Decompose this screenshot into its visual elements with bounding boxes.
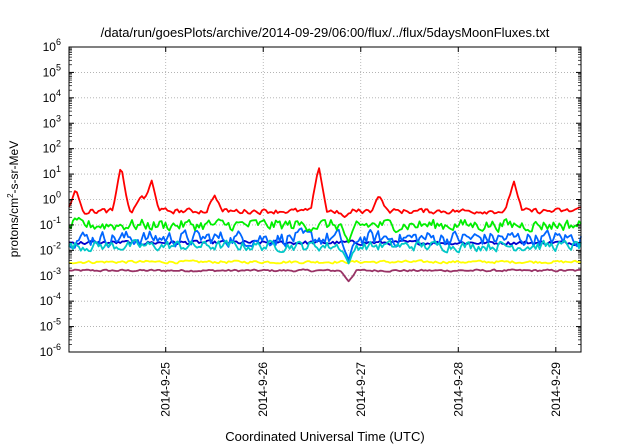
y-tick-exponent: -3 [53, 266, 61, 276]
y-tick-exponent: -1 [53, 215, 61, 225]
x-tick-label: 2014-9-28 [451, 362, 465, 417]
y-axis-label-main: protons/cm [7, 198, 21, 257]
series-line [68, 239, 582, 265]
x-tick-label: 2014-9-29 [549, 362, 563, 417]
y-tick-label: 102 [43, 139, 61, 156]
y-axis-label-unit: -s-sr-MeV [7, 141, 21, 194]
y-tick-base: 10 [43, 91, 57, 105]
y-tick-exponent: 0 [56, 190, 61, 200]
y-axis-label: protons/cm2-s-sr-MeV [6, 141, 21, 257]
y-tick-base: 10 [40, 320, 54, 334]
y-tick-exponent: 2 [56, 139, 61, 149]
y-tick-base: 10 [43, 167, 57, 181]
y-tick-label: 10-3 [40, 266, 61, 283]
y-tick-base: 10 [43, 65, 57, 79]
y-tick-label: 103 [43, 113, 61, 130]
y-tick-label: 100 [43, 190, 61, 207]
x-tick-label: 2014-9-25 [159, 362, 173, 417]
ticks: 10-610-510-410-310-210-11001011021031041… [40, 37, 581, 417]
y-tick-base: 10 [40, 269, 54, 283]
y-tick-exponent: -4 [53, 291, 61, 301]
y-tick-label: 10-6 [40, 342, 61, 359]
y-tick-base: 10 [40, 345, 54, 359]
x-tick-label: 2014-9-27 [354, 362, 368, 417]
y-tick-exponent: 3 [56, 113, 61, 123]
y-tick-label: 10-2 [40, 240, 61, 257]
x-tick-label: 2014-9-26 [256, 362, 270, 417]
y-tick-exponent: 1 [56, 164, 61, 174]
series-line [68, 227, 582, 262]
x-axis-label: Coordinated Universal Time (UTC) [225, 429, 424, 444]
y-axis-label-superscript: 2 [6, 193, 15, 198]
y-tick-exponent: -6 [53, 342, 61, 352]
y-tick-base: 10 [40, 243, 54, 257]
y-tick-label: 10-5 [40, 317, 61, 334]
series-line [68, 239, 582, 246]
y-tick-exponent: 5 [56, 62, 61, 72]
y-tick-exponent: 4 [56, 88, 61, 98]
y-tick-base: 10 [40, 294, 54, 308]
y-tick-base: 10 [43, 40, 57, 54]
series-line [68, 268, 581, 283]
y-tick-base: 10 [43, 142, 57, 156]
y-tick-base: 10 [43, 116, 57, 130]
y-tick-exponent: 6 [56, 37, 61, 47]
y-tick-exponent: -5 [53, 317, 61, 327]
y-tick-label: 101 [43, 164, 61, 181]
y-tick-base: 10 [43, 193, 57, 207]
y-tick-label: 10-4 [40, 291, 61, 308]
y-tick-label: 104 [43, 88, 61, 105]
y-tick-label: 10-1 [40, 215, 61, 232]
y-tick-label: 105 [43, 62, 61, 79]
y-tick-exponent: -2 [53, 240, 61, 250]
series-line [68, 167, 582, 218]
y-tick-base: 10 [40, 218, 54, 232]
chart-title: /data/run/goesPlots/archive/2014-09-29/0… [101, 25, 550, 40]
series-line [68, 259, 582, 265]
series-layer [68, 167, 582, 283]
series-line [68, 216, 582, 244]
y-tick-label: 106 [43, 37, 61, 54]
